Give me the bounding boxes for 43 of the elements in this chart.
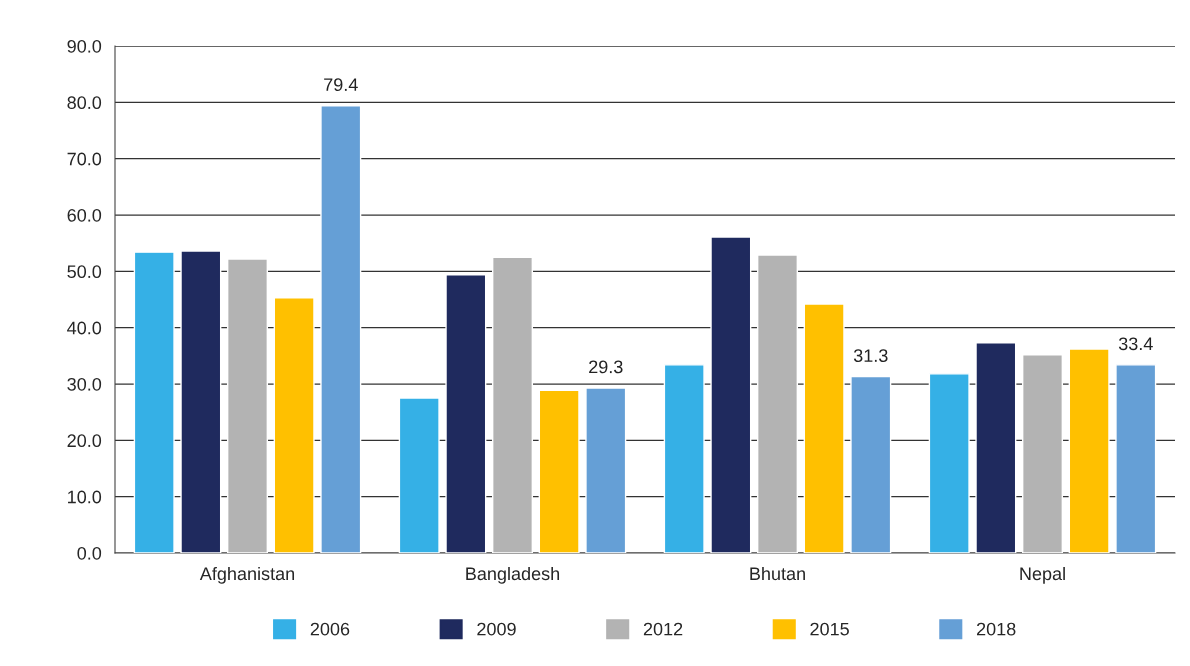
bar bbox=[320, 105, 362, 553]
data-label: 33.4 bbox=[1118, 337, 1153, 351]
legend-label: 2015 bbox=[810, 622, 849, 636]
bar bbox=[273, 297, 315, 553]
bar bbox=[226, 258, 269, 553]
y-tick-label: 60.0 bbox=[67, 208, 102, 222]
bar bbox=[133, 251, 175, 553]
bar bbox=[491, 256, 534, 553]
y-tick-label: 80.0 bbox=[67, 96, 102, 110]
y-tick-label: 90.0 bbox=[67, 39, 102, 53]
x-tick-label: Afghanistan bbox=[199, 566, 295, 584]
y-tick-label: 50.0 bbox=[67, 265, 102, 279]
x-tick-label: Bhutan bbox=[750, 566, 805, 581]
bar bbox=[663, 364, 705, 553]
legend-label: 2006 bbox=[310, 622, 350, 636]
y-tick-label: 10.0 bbox=[68, 490, 102, 504]
data-label: 31.3 bbox=[853, 349, 888, 362]
bar bbox=[538, 389, 580, 553]
bar bbox=[850, 375, 892, 553]
x-tick-label: Nepal bbox=[1020, 566, 1065, 584]
bar bbox=[445, 274, 487, 553]
y-tick-label: 0.0 bbox=[77, 546, 102, 560]
data-label: 79.4 bbox=[324, 78, 358, 92]
legend-label: 2009 bbox=[477, 622, 516, 636]
bar bbox=[1068, 348, 1110, 553]
legend-label: 2012 bbox=[643, 622, 683, 636]
bar bbox=[398, 397, 440, 553]
legend-label: 2018 bbox=[976, 622, 1016, 636]
bar bbox=[710, 236, 752, 553]
bar bbox=[585, 387, 627, 553]
bar bbox=[180, 250, 222, 553]
y-tick-label: 20.0 bbox=[67, 434, 102, 448]
x-tick-label: Bangladesh bbox=[466, 566, 560, 584]
y-tick-label: 40.0 bbox=[67, 321, 102, 335]
data-label: 29.3 bbox=[589, 360, 623, 374]
y-tick-label: 70.0 bbox=[67, 152, 102, 166]
bar bbox=[803, 303, 845, 553]
bar bbox=[928, 373, 970, 553]
bar bbox=[975, 342, 1017, 553]
y-tick-label: 30.0 bbox=[67, 377, 102, 391]
bar bbox=[756, 254, 799, 553]
bar bbox=[1115, 364, 1157, 553]
bar bbox=[1021, 354, 1064, 553]
